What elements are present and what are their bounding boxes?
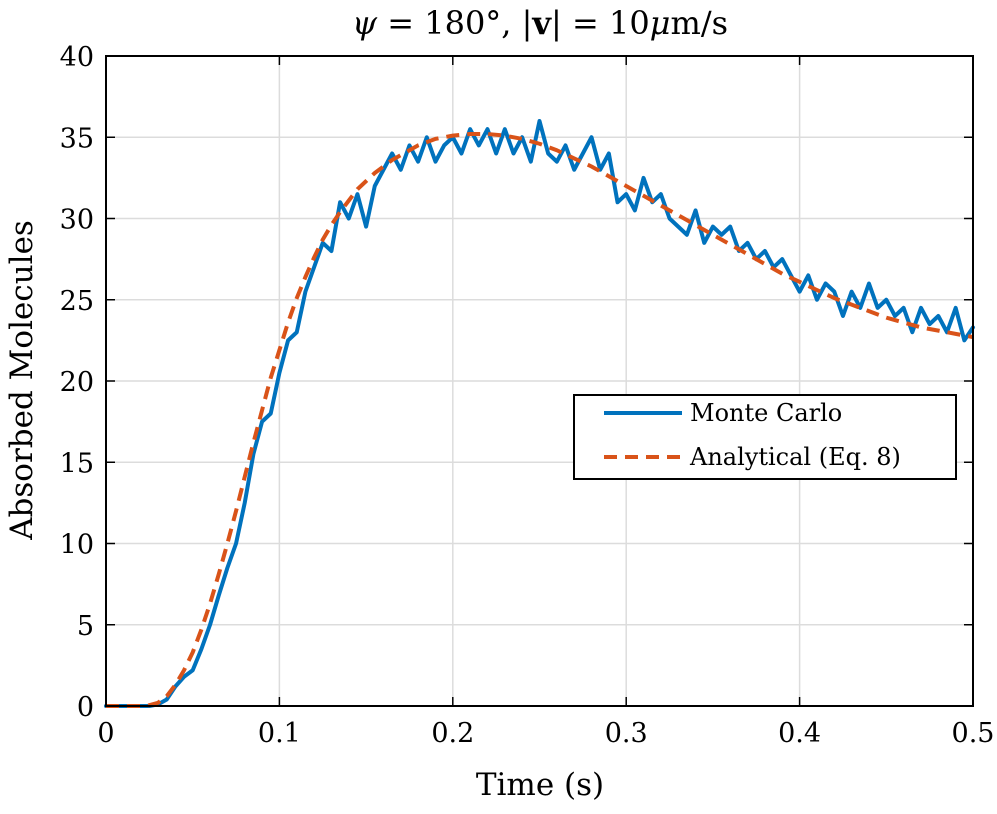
ticks: 0 0.1 0.2 0.3 0.4 0.5 0 5 10 15 20 25 30 35 40: [60, 42, 995, 749]
y-tick-label: 5: [77, 611, 94, 642]
title-eq2: | = 10: [551, 4, 650, 42]
chart-title: ψ = 180°, |v| = 10μm/s: [352, 4, 728, 42]
y-tick-label: 30: [60, 205, 94, 236]
legend: Monte Carlo Analytical (Eq. 8): [573, 394, 957, 480]
x-tick-label: 0.5: [952, 718, 995, 749]
title-bold-v: v: [531, 4, 552, 42]
x-tick-label: 0.4: [778, 718, 821, 749]
x-axis-title: Time (s): [476, 767, 604, 803]
series-line-monte-carlo: [104, 119, 975, 708]
x-tick-label: 0.1: [258, 718, 301, 749]
title-mu: μ: [650, 4, 671, 42]
y-tick-label: 15: [60, 448, 94, 479]
y-axis-title: Absorbed Molecules: [4, 220, 40, 541]
x-tick-label: 0.3: [605, 718, 648, 749]
y-tick-label: 0: [77, 692, 94, 723]
x-tick-label: 0: [97, 718, 114, 749]
y-tick-label: 10: [60, 530, 94, 561]
legend-label-analytical: Analytical (Eq. 8): [689, 443, 901, 471]
y-tick-label: 20: [60, 367, 94, 398]
x-tick-label: 0.2: [431, 718, 474, 749]
series-line-analytical: [106, 132, 974, 708]
title-unit: m/s: [670, 4, 728, 42]
title-psi: ψ: [352, 4, 378, 42]
title-eq1: = 180°, |: [377, 4, 532, 42]
y-tick-label: 35: [60, 123, 94, 154]
legend-label-monte-carlo: Monte Carlo: [690, 399, 842, 427]
y-tick-label: 25: [60, 286, 94, 317]
series-layer: [104, 119, 975, 708]
y-tick-label: 40: [60, 42, 94, 73]
legend-box: [573, 394, 957, 480]
